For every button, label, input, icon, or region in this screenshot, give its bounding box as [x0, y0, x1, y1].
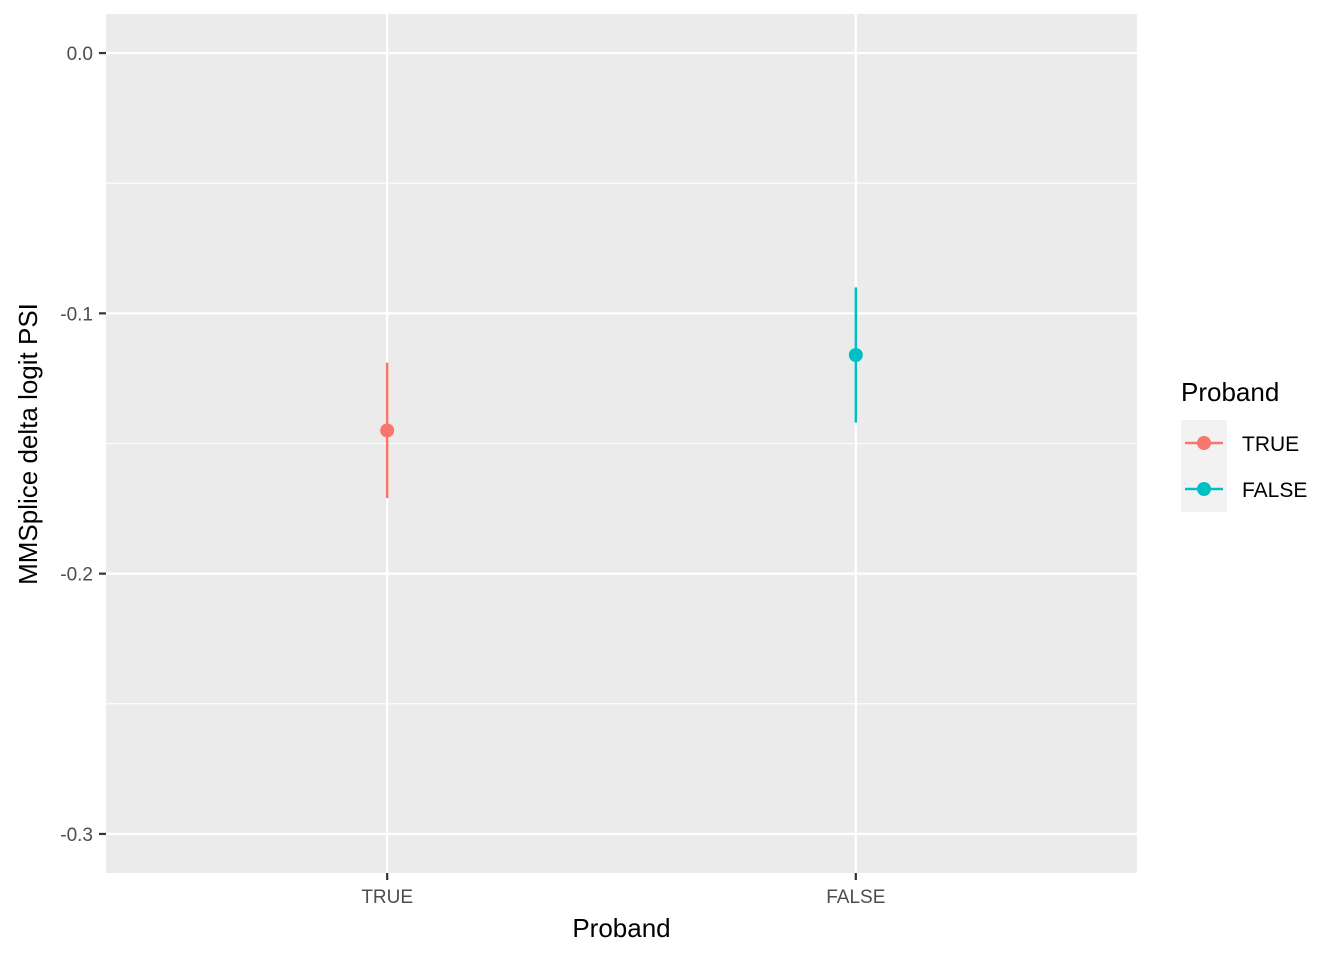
y-tick-label: -0.1: [60, 304, 93, 325]
legend-label-true: TRUE: [1242, 433, 1299, 456]
y-tick-label: 0.0: [67, 44, 93, 65]
data-marks: [380, 287, 863, 499]
minor-gridlines: [106, 182, 1137, 705]
legend-key-point-false: [1197, 482, 1211, 496]
x-axis-ticks: TRUE FALSE: [361, 873, 885, 908]
x-tick-label: FALSE: [826, 887, 885, 908]
legend-title: Proband: [1181, 377, 1279, 407]
major-gridlines: [106, 14, 1137, 873]
y-axis-ticks: 0.0 -0.1 -0.2 -0.3: [60, 44, 106, 846]
legend-key-background: [1181, 420, 1227, 512]
y-tick-label: -0.2: [60, 565, 93, 586]
legend-key-point-true: [1197, 436, 1211, 450]
point-true: [380, 423, 395, 438]
legend-label-false: FALSE: [1242, 479, 1307, 502]
x-axis-title: Proband: [572, 913, 670, 943]
y-axis-title: MMSplice delta logit PSI: [13, 303, 43, 585]
point-false: [848, 347, 863, 362]
y-tick-label: -0.3: [60, 825, 93, 846]
x-tick-label: TRUE: [361, 887, 413, 908]
legend: Proband TRUE FALSE: [1181, 377, 1307, 512]
